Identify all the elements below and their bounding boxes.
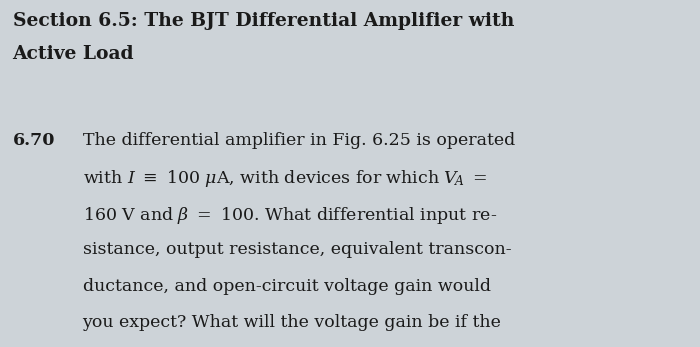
Text: Active Load: Active Load: [13, 45, 134, 63]
Text: Section 6.5: The BJT Differential Amplifier with: Section 6.5: The BJT Differential Amplif…: [13, 12, 514, 30]
Text: sistance, output resistance, equivalent transcon-: sistance, output resistance, equivalent …: [83, 241, 511, 258]
Text: with $I$ $\equiv$ 100 $\mu$A, with devices for which $V_{\!A}$ $=$: with $I$ $\equiv$ 100 $\mu$A, with devic…: [83, 168, 487, 189]
Text: 160 V and $\beta$ $=$ 100. What differential input re-: 160 V and $\beta$ $=$ 100. What differen…: [83, 205, 497, 226]
Text: 6.70: 6.70: [13, 132, 55, 149]
Text: The differential amplifier in Fig. 6.25 is operated: The differential amplifier in Fig. 6.25 …: [83, 132, 515, 149]
Text: you expect? What will the voltage gain be if the: you expect? What will the voltage gain b…: [83, 314, 501, 331]
Text: ductance, and open-circuit voltage gain would: ductance, and open-circuit voltage gain …: [83, 278, 491, 295]
